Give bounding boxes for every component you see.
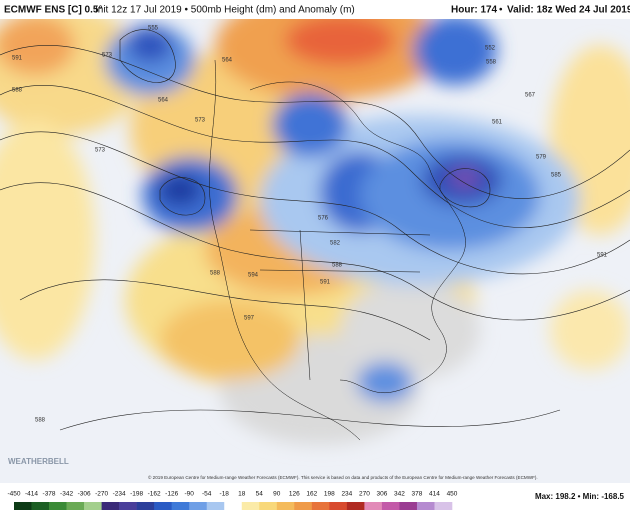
anomaly-field — [0, 19, 630, 445]
color-swatch — [14, 502, 32, 510]
colorbar-label: 270 — [359, 491, 370, 498]
color-swatch — [206, 502, 225, 510]
contour-label: 597 — [244, 316, 255, 322]
colorbar-label: 198 — [324, 491, 335, 498]
contour-label: 573 — [195, 118, 206, 124]
hour: Hour: 174 — [451, 5, 498, 16]
colorbar-label: 342 — [394, 491, 405, 498]
colorbar-label: -414 — [25, 491, 38, 498]
subtitle: Init 12z 17 Jul 2019 • 500mb Height (dm)… — [95, 5, 355, 16]
color-swatch — [101, 502, 120, 510]
colorbar-label: 306 — [376, 491, 387, 498]
colorbar-label: -270 — [95, 491, 108, 498]
color-swatch — [329, 502, 348, 510]
contour-label: 561 — [492, 120, 503, 126]
color-swatch — [31, 502, 50, 510]
height-contours — [0, 29, 630, 431]
contour-label: 564 — [158, 98, 169, 104]
contour-label: 591 — [597, 253, 608, 259]
colorbar-label: 90 — [273, 491, 281, 498]
color-swatch — [294, 502, 313, 510]
contour-label: 555 — [148, 26, 159, 32]
coastlines — [209, 59, 466, 441]
color-swatch — [119, 502, 137, 510]
credit: © 2019 European Centre for Medium-range … — [148, 474, 538, 480]
title: ECMWF ENS [C] 0.5° — [4, 5, 102, 16]
contour-label: 588 — [35, 418, 46, 424]
color-swatch — [434, 502, 453, 510]
color-swatch — [84, 502, 102, 510]
colorbar-label: 378 — [412, 491, 423, 498]
colorbar-label: -162 — [148, 491, 161, 498]
contour-label: 588 — [12, 88, 23, 94]
colorbar-label: -378 — [43, 491, 56, 498]
contour-label: 582 — [330, 241, 341, 247]
colorbar-label: -450 — [7, 491, 20, 498]
colorbar-label: -18 — [220, 491, 230, 498]
color-swatch — [311, 502, 330, 510]
contour-label: 552 — [485, 46, 496, 52]
contour-label: 576 — [318, 216, 329, 222]
colorbar-label: 234 — [341, 491, 352, 498]
contour-labels: 591 588 564 555 573 573 573 564 552 558 561 567 579 5… — [12, 26, 608, 424]
colorbar-label: 162 — [306, 491, 317, 498]
colorbar-label: -306 — [78, 491, 91, 498]
contour-label: 594 — [248, 273, 259, 279]
colorbar-label: 450 — [447, 491, 458, 498]
color-swatch — [399, 502, 418, 510]
contour-label: 558 — [486, 60, 497, 66]
color-swatch — [381, 502, 400, 510]
contour-label: 567 — [525, 93, 536, 99]
colorbar-label: -234 — [113, 491, 126, 498]
colorbar-label: -342 — [60, 491, 73, 498]
map: 591 588 564 555 573 573 573 564 552 558 561 567 579 5… — [0, 19, 630, 483]
color-swatch — [259, 502, 278, 510]
contour-label: 591 — [12, 56, 23, 62]
colorbar-label: -54 — [202, 491, 212, 498]
contour-label: 591 — [320, 280, 331, 286]
contour-label: 588 — [332, 263, 343, 269]
color-swatch — [49, 502, 67, 510]
stats: Max: 198.2 • Min: -168.5 — [535, 492, 625, 501]
colorbar-label: 126 — [289, 491, 300, 498]
colorbar-label: 54 — [256, 491, 264, 498]
color-swatch — [224, 502, 243, 510]
watermark: WEATHERBELL — [8, 457, 69, 466]
contour-label: 573 — [95, 148, 106, 154]
contour-label: 588 — [210, 271, 221, 277]
color-swatch — [364, 502, 383, 510]
colorbar-label: -126 — [165, 491, 178, 498]
color-swatch — [154, 502, 172, 510]
colorbar-label: 18 — [238, 491, 246, 498]
contour-label: 579 — [536, 155, 547, 161]
colorbar-label: 414 — [429, 491, 440, 498]
contour-label: 564 — [222, 58, 233, 64]
contour-label: 573 — [102, 53, 113, 59]
color-swatch — [416, 502, 435, 510]
color-swatch — [276, 502, 295, 510]
colorbar-label: -90 — [184, 491, 194, 498]
color-swatch — [346, 502, 365, 510]
colorbar: -450 -414 -378 -342 -306 -270 -234 -198 -162 -126… — [7, 491, 458, 510]
valid: Valid: 18z Wed 24 Jul 2019 — [507, 5, 630, 16]
color-swatch — [241, 502, 260, 510]
colorbar-label: -198 — [130, 491, 143, 498]
color-swatch — [136, 502, 155, 510]
color-swatch — [189, 502, 208, 510]
contour-label: 585 — [551, 173, 562, 179]
color-swatch — [171, 502, 190, 510]
color-swatch — [66, 502, 85, 510]
separator: • — [499, 5, 503, 16]
